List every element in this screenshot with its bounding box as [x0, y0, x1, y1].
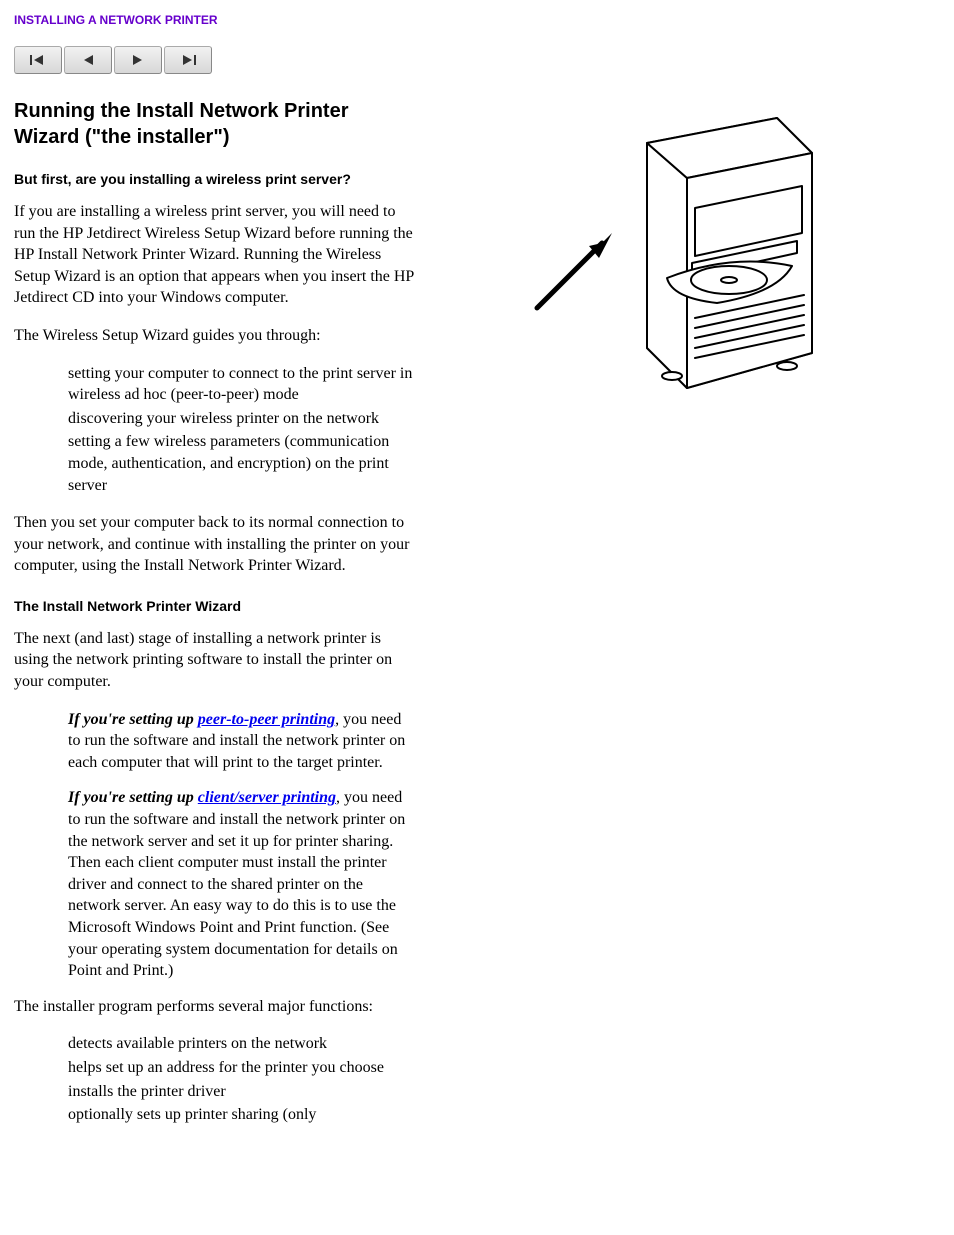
paragraph: The Wireless Setup Wizard guides you thr…	[14, 325, 414, 347]
list-item: installs the printer driver	[68, 1081, 414, 1103]
list-item: setting a few wireless parameters (commu…	[68, 431, 414, 496]
skip-forward-icon	[179, 54, 197, 66]
tail-text: , you need to run the software and insta…	[68, 789, 405, 979]
paragraph: The installer program performs several m…	[14, 996, 414, 1018]
lead-text: If you're setting up	[68, 789, 198, 806]
wireless-steps-list: setting your computer to connect to the …	[14, 363, 414, 497]
lead-text: If you're setting up	[68, 711, 198, 728]
computer-tower-illustration	[517, 98, 837, 398]
forward-icon	[131, 54, 145, 66]
client-server-note: If you're setting up client/server print…	[14, 787, 414, 981]
nav-next-button[interactable]	[114, 46, 162, 74]
paragraph: Then you set your computer back to its n…	[14, 512, 414, 577]
installer-functions-list: detects available printers on the networ…	[14, 1033, 414, 1125]
subheading-wireless: But first, are you installing a wireless…	[14, 170, 414, 189]
breadcrumb: INSTALLING A NETWORK PRINTER	[14, 12, 940, 28]
page-title: Running the Install Network Printer Wiza…	[14, 98, 414, 150]
paragraph: If you are installing a wireless print s…	[14, 201, 414, 309]
client-server-link[interactable]: client/server printing	[198, 789, 336, 806]
subheading-install-wizard: The Install Network Printer Wizard	[14, 597, 414, 616]
peer-to-peer-link[interactable]: peer-to-peer printing	[198, 711, 335, 728]
nav-first-button[interactable]	[14, 46, 62, 74]
list-item: helps set up an address for the printer …	[68, 1057, 414, 1079]
list-item: detects available printers on the networ…	[68, 1033, 414, 1055]
document-page: INSTALLING A NETWORK PRINTER	[0, 0, 954, 1235]
list-item: discovering your wireless printer on the…	[68, 408, 414, 430]
nav-prev-button[interactable]	[64, 46, 112, 74]
back-icon	[81, 54, 95, 66]
peer-to-peer-note: If you're setting up peer-to-peer printi…	[14, 709, 414, 774]
nav-button-group	[14, 46, 940, 74]
paragraph: The next (and last) stage of installing …	[14, 628, 414, 693]
list-item: setting your computer to connect to the …	[68, 363, 414, 406]
list-item: optionally sets up printer sharing (only	[68, 1104, 414, 1126]
content-column: Running the Install Network Printer Wiza…	[14, 92, 414, 1142]
nav-last-button[interactable]	[164, 46, 212, 74]
illustration-column	[414, 92, 940, 398]
skip-back-icon	[29, 54, 47, 66]
